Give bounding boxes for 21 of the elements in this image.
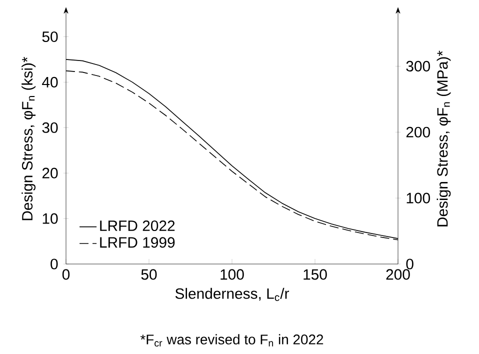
x-axis-title: Slenderness, L$_{c}$/r [175, 288, 290, 302]
y-tick-label: 30 [42, 122, 58, 133]
y2-tick-label: 300 [406, 60, 430, 72]
y2-axis-title: Design Stress, φF$_{n}$ (MPa)* [436, 50, 451, 226]
x-tick-label: 0 [62, 269, 70, 280]
x-tick-label: 50 [141, 269, 157, 280]
y2-tick-label: 100 [406, 192, 430, 204]
x-tick-label: 200 [386, 269, 410, 280]
y2-tick-label: 200 [406, 126, 430, 138]
y-tick-label: 20 [42, 168, 58, 178]
y-axis-title: Design Stress, φF$_{n}$ (ksi)* [22, 56, 36, 220]
y-tick-label: 0 [50, 258, 58, 270]
legend-label: LRFD 2022 [100, 220, 175, 232]
y2-tick-label: 0 [406, 258, 414, 270]
text: *F$_{cr}$ was revised to F$_{n}$ in 2022 [140, 334, 324, 347]
legend-label: LRFD 1999 [100, 237, 175, 248]
x-tick-label: 100 [220, 269, 244, 280]
x-tick-label: 150 [304, 269, 327, 280]
y-tick-label: 40 [42, 76, 58, 88]
y-tick-label: 50 [42, 31, 58, 42]
y-tick-label: 10 [42, 213, 58, 224]
